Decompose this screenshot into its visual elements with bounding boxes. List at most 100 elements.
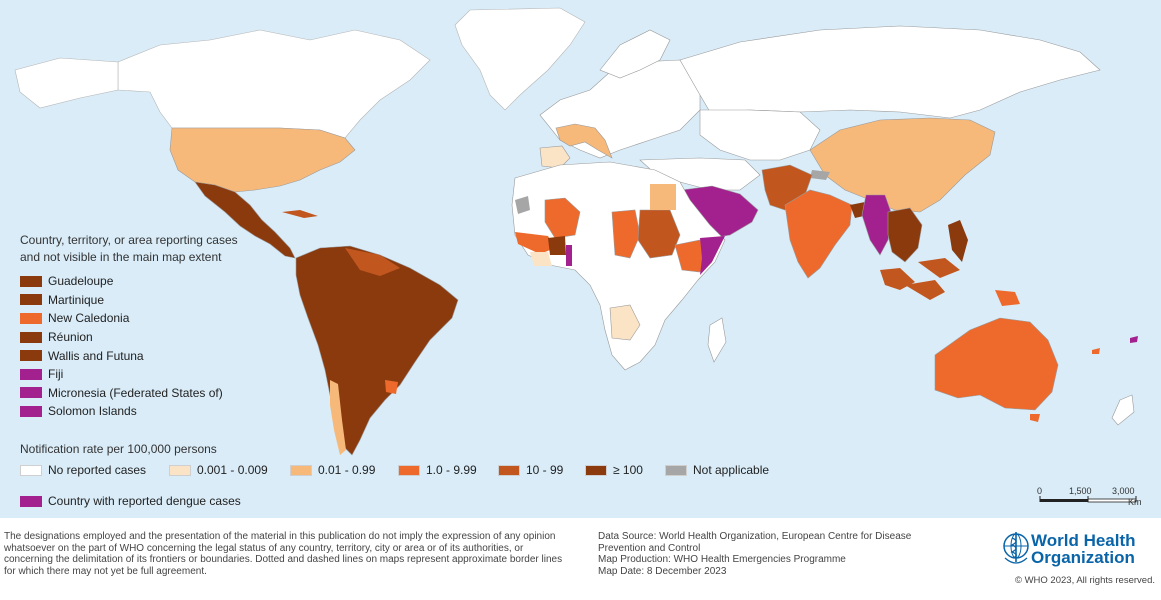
rate-swatch xyxy=(20,464,42,476)
mali-niger xyxy=(544,197,581,239)
legend-swatch xyxy=(20,331,42,343)
legend-label: Micronesia (Federated States of) xyxy=(48,385,223,400)
canada xyxy=(117,29,431,139)
papua xyxy=(995,290,1020,306)
tasmania xyxy=(1030,414,1040,422)
legend-swatch xyxy=(20,350,42,362)
who-emblem-icon xyxy=(1003,532,1029,564)
western-sahara xyxy=(515,196,530,214)
rate-item: ≥ 100 xyxy=(585,463,665,477)
usa xyxy=(169,127,356,193)
map-panel[interactable]: Country, territory, or area reporting ca… xyxy=(0,0,1161,518)
legend-label: Réunion xyxy=(48,330,93,345)
uruguay xyxy=(385,380,398,394)
scale-label-1: 1,500 xyxy=(1069,486,1092,496)
legend-item: Solomon Islands xyxy=(20,402,223,421)
legend-swatch xyxy=(20,368,42,380)
legend-swatch xyxy=(20,275,42,287)
legend-label: Guadeloupe xyxy=(48,274,114,289)
legend-swatch xyxy=(20,312,42,324)
alaska xyxy=(14,57,119,109)
ghana xyxy=(548,236,566,255)
nonvisible-list: Guadeloupe Martinique New Caledonia Réun… xyxy=(20,272,223,421)
angola xyxy=(609,304,641,341)
scandinavia xyxy=(599,29,671,79)
dengue-swatch xyxy=(20,495,42,507)
who-logo xyxy=(1003,524,1158,574)
map-date: Map Date: 8 December 2023 xyxy=(598,565,727,577)
copyright: © WHO 2023, All rights reserved. xyxy=(1014,575,1155,586)
india xyxy=(784,189,853,279)
legend-label: New Caledonia xyxy=(48,311,130,326)
legend-item: Guadeloupe xyxy=(20,272,223,291)
togo xyxy=(566,245,572,266)
egypt xyxy=(650,184,676,210)
map-production: Map Production: WHO Health Emergencies P… xyxy=(598,554,846,565)
legend-swatch xyxy=(20,405,42,417)
new-zealand xyxy=(1111,394,1135,426)
rate-swatch xyxy=(585,464,607,476)
legend-swatch xyxy=(20,387,42,399)
footer-credits: Data Source: World Health Organization, … xyxy=(598,531,958,577)
rate-label: No reported cases xyxy=(48,463,147,477)
legend-item: New Caledonia xyxy=(20,309,223,328)
legend-label: Solomon Islands xyxy=(48,404,137,419)
rate-swatch xyxy=(498,464,520,476)
rate-label: 1.0 - 9.99 xyxy=(426,463,477,477)
rate-item: No reported cases xyxy=(20,463,169,477)
world-map[interactable] xyxy=(0,0,1161,518)
greenland xyxy=(454,7,586,111)
west-africa xyxy=(515,232,555,254)
pacific-islands xyxy=(1130,336,1138,343)
legend-item: Wallis and Futuna xyxy=(20,346,223,365)
scale-bar-graphic xyxy=(1039,496,1137,503)
legend-label: Martinique xyxy=(48,292,105,307)
rate-item: 0.01 - 0.99 xyxy=(290,463,398,477)
legend-item: Micronesia (Federated States of) xyxy=(20,384,223,403)
rate-legend: No reported cases 0.001 - 0.009 0.01 - 0… xyxy=(20,463,769,477)
rate-label: 0.01 - 0.99 xyxy=(318,463,376,477)
rate-swatch xyxy=(665,464,687,476)
myanmar xyxy=(861,194,893,256)
data-source: Data Source: World Health Organization, … xyxy=(598,531,912,554)
south-america xyxy=(295,245,459,456)
china xyxy=(809,117,996,213)
rate-label: Not applicable xyxy=(693,463,770,477)
mexico xyxy=(194,181,296,259)
rate-item: 0.001 - 0.009 xyxy=(169,463,290,477)
disclaimer-text: The designations employed and the presen… xyxy=(4,531,563,577)
france-italy xyxy=(555,123,613,159)
nonvisible-heading: Country, territory, or area reporting ca… xyxy=(20,233,238,264)
scale-bar: 0 1,500 3,000 Km xyxy=(1032,486,1144,512)
chad xyxy=(611,209,641,259)
rate-label: 0.001 - 0.009 xyxy=(197,463,268,477)
scale-unit: Km xyxy=(1128,497,1142,507)
madagascar xyxy=(707,317,727,363)
dengue-label: Country with reported dengue cases xyxy=(48,494,241,508)
rate-item: Not applicable xyxy=(665,463,769,477)
dengue-legend: Country with reported dengue cases xyxy=(20,494,241,508)
legend-swatch xyxy=(20,294,42,306)
philippines xyxy=(948,220,968,262)
rate-heading: Notification rate per 100,000 persons xyxy=(20,442,217,456)
legend-item: Fiji xyxy=(20,365,223,384)
chile xyxy=(330,380,346,455)
legend-item: Réunion xyxy=(20,328,223,347)
rate-label: ≥ 100 xyxy=(613,463,643,477)
ivory-coast xyxy=(530,252,552,266)
scale-label-0: 0 xyxy=(1037,486,1043,496)
legend-label: Fiji xyxy=(48,367,64,382)
central-asia xyxy=(699,109,821,161)
indochina xyxy=(887,207,923,263)
pacific-islands-2 xyxy=(1092,348,1100,354)
malaysia-indonesia xyxy=(880,258,960,300)
nepal-tibet xyxy=(810,170,830,180)
guianas xyxy=(345,248,400,276)
spain xyxy=(539,145,571,169)
scale-label-2: 3,000 xyxy=(1112,486,1135,496)
rate-label: 10 - 99 xyxy=(526,463,564,477)
australia xyxy=(934,317,1059,411)
who-name: World Health Organization xyxy=(1031,531,1136,567)
rate-swatch xyxy=(169,464,191,476)
rate-swatch xyxy=(290,464,312,476)
